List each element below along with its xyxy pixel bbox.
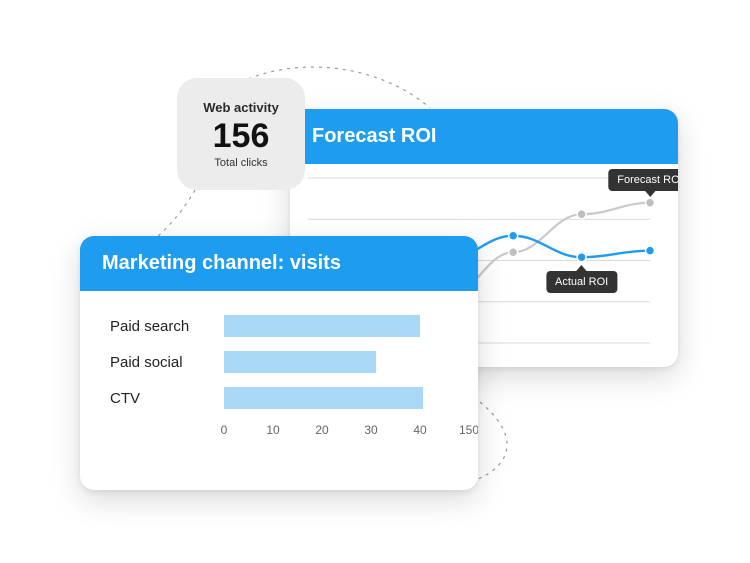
bar-track: [224, 351, 448, 373]
chart-tooltip: Actual ROI: [546, 271, 617, 293]
axis-tick: 20: [315, 423, 328, 437]
bar-label: Paid social: [110, 354, 210, 371]
bar-fill: [224, 315, 420, 337]
bar-axis: 010203040150: [224, 423, 469, 441]
forecast-roi-title: Forecast ROI: [290, 109, 678, 164]
axis-tick: 150: [459, 423, 478, 437]
bar-row: CTV: [110, 387, 448, 409]
axis-tick: 10: [266, 423, 279, 437]
bar-track: [224, 315, 448, 337]
marketing-bar-chart: Paid search Paid social CTV 0 10 20 30 40 150: [80, 291, 478, 461]
chart-tooltip: Forecast ROI: [608, 169, 678, 191]
bar-label: CTV: [110, 390, 210, 407]
bar-fill: [224, 351, 376, 373]
marketing-visits-panel: Marketing channel: visits Paid searchPai…: [80, 236, 478, 490]
bar-track: [224, 387, 448, 409]
bar-label: Paid search: [110, 318, 210, 335]
chart-tooltip-label: Actual ROI: [555, 276, 608, 288]
chart-tooltip-label: Forecast ROI: [617, 174, 678, 186]
web-activity-card: Web activity 156 Total clicks: [177, 78, 305, 190]
bar-row: Paid search: [110, 315, 448, 337]
web-activity-title: Web activity: [203, 100, 279, 115]
axis-tick: 40: [413, 423, 426, 437]
web-activity-value: 156: [213, 119, 270, 153]
web-activity-subtitle: Total clicks: [214, 157, 267, 169]
axis-tick: 30: [364, 423, 377, 437]
marketing-visits-title: Marketing channel: visits: [80, 236, 478, 291]
axis-tick: 0: [221, 423, 228, 437]
bar-fill: [224, 387, 423, 409]
bar-row: Paid social: [110, 351, 448, 373]
